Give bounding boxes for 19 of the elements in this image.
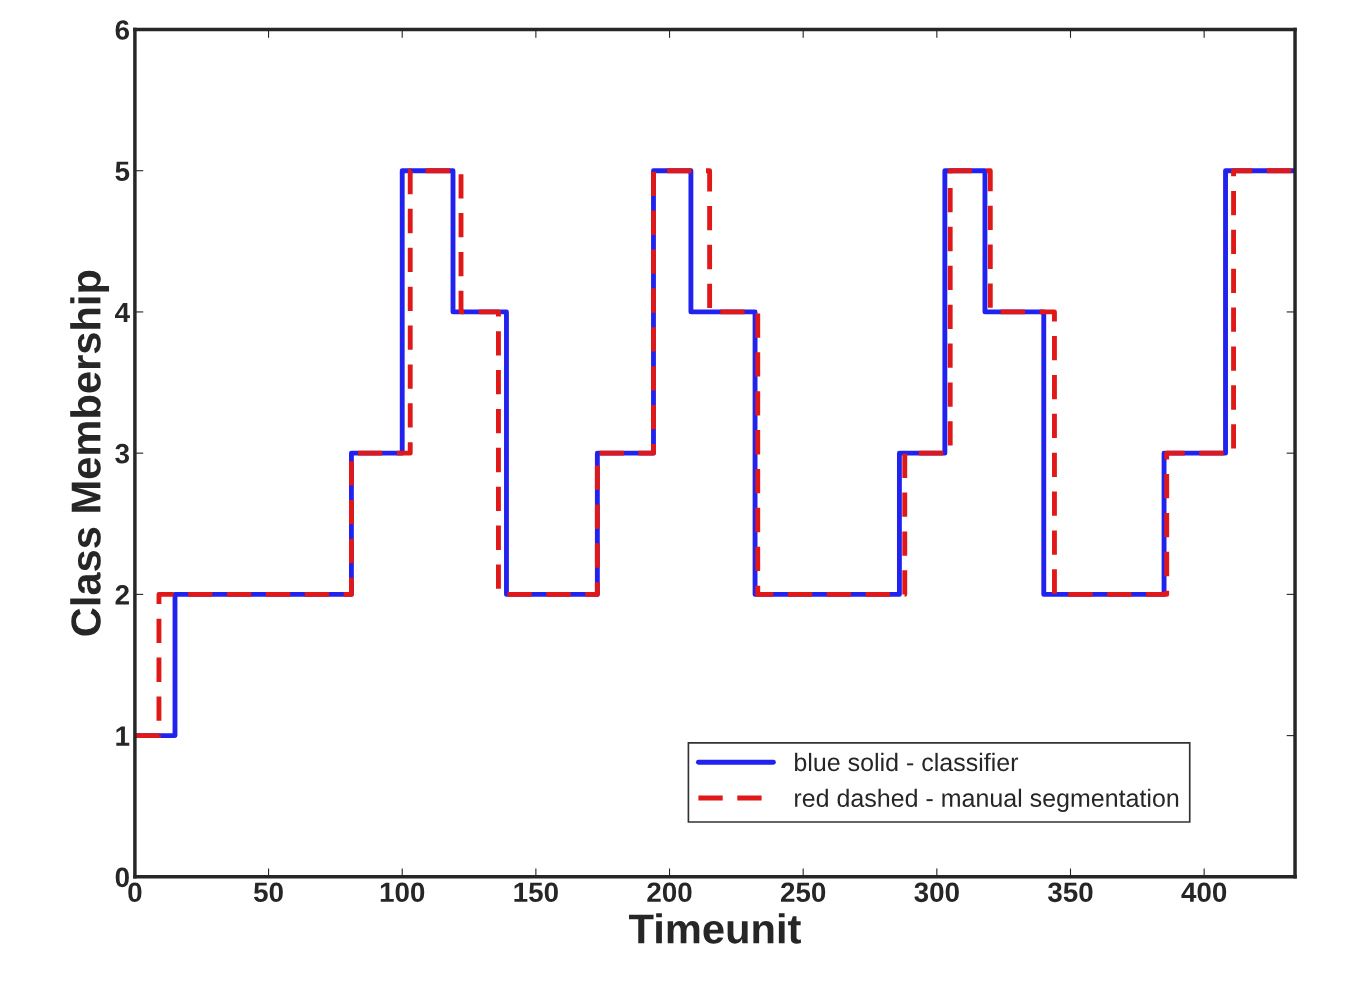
y-tick-label: 5	[115, 161, 130, 182]
y-tick-label: 3	[115, 443, 130, 464]
x-tick-label: 50	[253, 882, 283, 903]
legend-label: red dashed - manual segmentation	[795, 788, 1179, 812]
y-tick-label: 0	[115, 867, 129, 888]
x-tick-label: 300	[914, 882, 959, 903]
x-tick-label: 100	[380, 882, 425, 903]
x-tick-label: 400	[1181, 882, 1227, 903]
x-tick-label: 350	[1047, 882, 1093, 903]
y-tick-label: 4	[115, 302, 130, 322]
x-axis-title: Timeunit	[629, 913, 801, 944]
y-axis-title: Class Membership	[70, 270, 110, 636]
y-tick-label: 6	[115, 20, 130, 40]
x-tick-label: 150	[514, 882, 558, 903]
x-tick-label: 250	[780, 882, 826, 903]
y-tick-label: 1	[116, 726, 130, 746]
x-tick-label: 200	[647, 882, 692, 903]
y-tick-label: 2	[115, 585, 129, 605]
legend-label: blue solid - classifier	[795, 752, 1019, 772]
